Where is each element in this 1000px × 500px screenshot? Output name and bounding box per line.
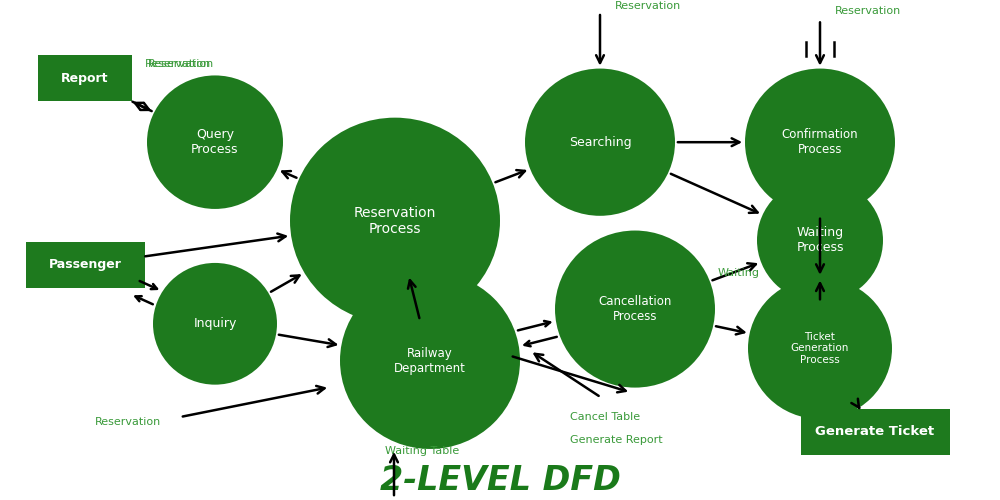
Text: Cancel Table: Cancel Table: [570, 412, 640, 422]
Ellipse shape: [555, 230, 715, 388]
Text: Report: Report: [61, 72, 109, 85]
Text: Query
Process: Query Process: [191, 128, 239, 156]
Text: Passenger: Passenger: [49, 258, 121, 272]
Text: Waiting: Waiting: [718, 268, 760, 278]
Ellipse shape: [748, 278, 892, 419]
Text: Waiting
Process: Waiting Process: [796, 226, 844, 254]
Ellipse shape: [290, 118, 500, 324]
Text: Searching: Searching: [569, 136, 631, 148]
Ellipse shape: [147, 76, 283, 209]
Text: Ticket
Generation
Process: Ticket Generation Process: [791, 332, 849, 365]
Text: 2-LEVEL DFD: 2-LEVEL DFD: [380, 464, 620, 498]
FancyBboxPatch shape: [38, 56, 132, 102]
FancyBboxPatch shape: [26, 242, 145, 288]
Text: Reservation: Reservation: [615, 0, 681, 10]
Ellipse shape: [745, 68, 895, 216]
Text: Reservation
Process: Reservation Process: [354, 206, 436, 236]
Text: Inquiry: Inquiry: [193, 318, 237, 330]
Text: Reservation: Reservation: [835, 6, 901, 16]
Text: Generate Report: Generate Report: [570, 435, 663, 445]
Text: Waiting Table: Waiting Table: [385, 446, 459, 456]
Ellipse shape: [525, 68, 675, 216]
Ellipse shape: [153, 263, 277, 384]
Text: Generate Ticket: Generate Ticket: [815, 426, 935, 438]
Text: Reservation: Reservation: [148, 58, 214, 68]
Text: Reservation: Reservation: [145, 58, 211, 68]
Ellipse shape: [340, 272, 520, 449]
Text: Confirmation
Process: Confirmation Process: [782, 128, 858, 156]
FancyBboxPatch shape: [800, 408, 950, 455]
Text: Railway
Department: Railway Department: [394, 346, 466, 374]
Text: Reservation: Reservation: [95, 417, 161, 427]
Ellipse shape: [757, 178, 883, 302]
Text: Cancellation
Process: Cancellation Process: [598, 295, 672, 323]
